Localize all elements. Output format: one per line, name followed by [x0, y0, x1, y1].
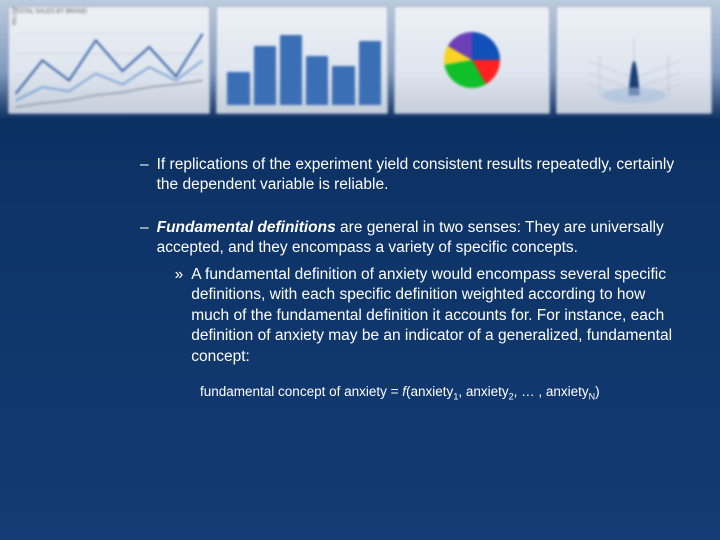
formula-open: (anxiety — [406, 384, 453, 399]
bar-group — [227, 23, 381, 105]
bullet-2-body: Fundamental definitions are general in t… — [157, 218, 680, 367]
dash-marker: – — [140, 155, 149, 196]
line-chart-svg — [9, 7, 209, 114]
surface-base — [602, 87, 666, 103]
sub-bullet: » A fundamental definition of anxiety wo… — [175, 265, 680, 367]
slide: TOTAL SALES BY BRAND MILLION — [0, 0, 720, 540]
content-area: – If replications of the experiment yiel… — [140, 155, 680, 404]
dash-marker: – — [140, 218, 149, 367]
bar — [306, 56, 328, 105]
formula: fundamental concept of anxiety = f(anxie… — [200, 383, 680, 404]
banner-strip: TOTAL SALES BY BRAND MILLION — [0, 0, 720, 120]
bar — [280, 35, 302, 105]
sub-marker: » — [175, 265, 184, 367]
bullet-1: – If replications of the experiment yiel… — [140, 155, 680, 196]
pie — [444, 32, 500, 88]
bar — [254, 46, 276, 105]
bullet-2-term: Fundamental definitions — [157, 219, 336, 236]
bullet-2: – Fundamental definitions are general in… — [140, 218, 680, 367]
bar — [359, 41, 381, 105]
bar — [332, 66, 354, 105]
surface — [563, 15, 705, 107]
formula-mid: , … , anxiety — [514, 384, 589, 399]
banner-bar-chart — [216, 6, 388, 114]
bar — [227, 72, 249, 105]
banner-pie-chart — [394, 6, 550, 114]
bullet-1-text: If replications of the experiment yield … — [157, 155, 680, 196]
formula-sep1: , anxiety — [458, 384, 508, 399]
sub-bullet-text: A fundamental definition of anxiety woul… — [191, 265, 680, 367]
banner-surface-chart — [556, 6, 712, 114]
formula-lead: fundamental concept of anxiety = — [200, 384, 402, 399]
banner-line-chart: TOTAL SALES BY BRAND MILLION — [8, 6, 210, 114]
formula-close: ) — [595, 384, 600, 399]
